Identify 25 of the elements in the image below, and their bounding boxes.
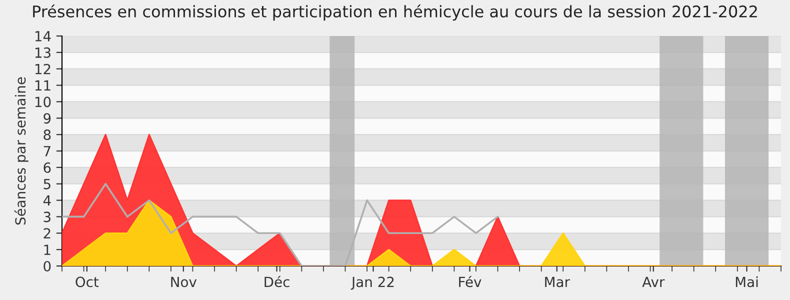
y-tick-label: 12 <box>35 64 50 74</box>
y-tick-label: 5 <box>44 179 50 190</box>
y-tick-label: 2 <box>44 228 50 238</box>
y-tick-label: 3 <box>44 212 50 222</box>
x-tick-label: Oct <box>76 276 99 288</box>
x-tick-label: Nov <box>171 276 197 288</box>
x-tick-label: Fév <box>459 276 482 288</box>
y-tick-label: 0 <box>44 260 51 272</box>
x-tick-label: Mai <box>736 276 758 288</box>
y-tick-label: 6 <box>44 162 51 173</box>
y-tick-label: 4 <box>43 195 51 206</box>
x-tick-label: Avr <box>642 276 665 287</box>
y-tick-label: 7 <box>44 146 50 156</box>
x-tick-label: Jan 22 <box>350 276 394 290</box>
y-axis-title: Séances par semaine <box>14 77 28 225</box>
y-tick-label: 14 <box>35 31 51 42</box>
chart-title: Présences en commissions et participation en hémicycle au cours de la session 2021-2022 <box>33 4 757 21</box>
y-tick-label: 13 <box>35 47 50 58</box>
y-tick-label: 1 <box>44 244 50 255</box>
y-tick-label: 11 <box>35 80 50 91</box>
y-tick-label: 10 <box>35 96 51 108</box>
y-tick-label: 8 <box>44 130 51 140</box>
x-tick-label: Déc <box>264 276 290 288</box>
x-tick-label: Mar <box>545 276 570 288</box>
y-tick-label: 9 <box>44 113 51 124</box>
